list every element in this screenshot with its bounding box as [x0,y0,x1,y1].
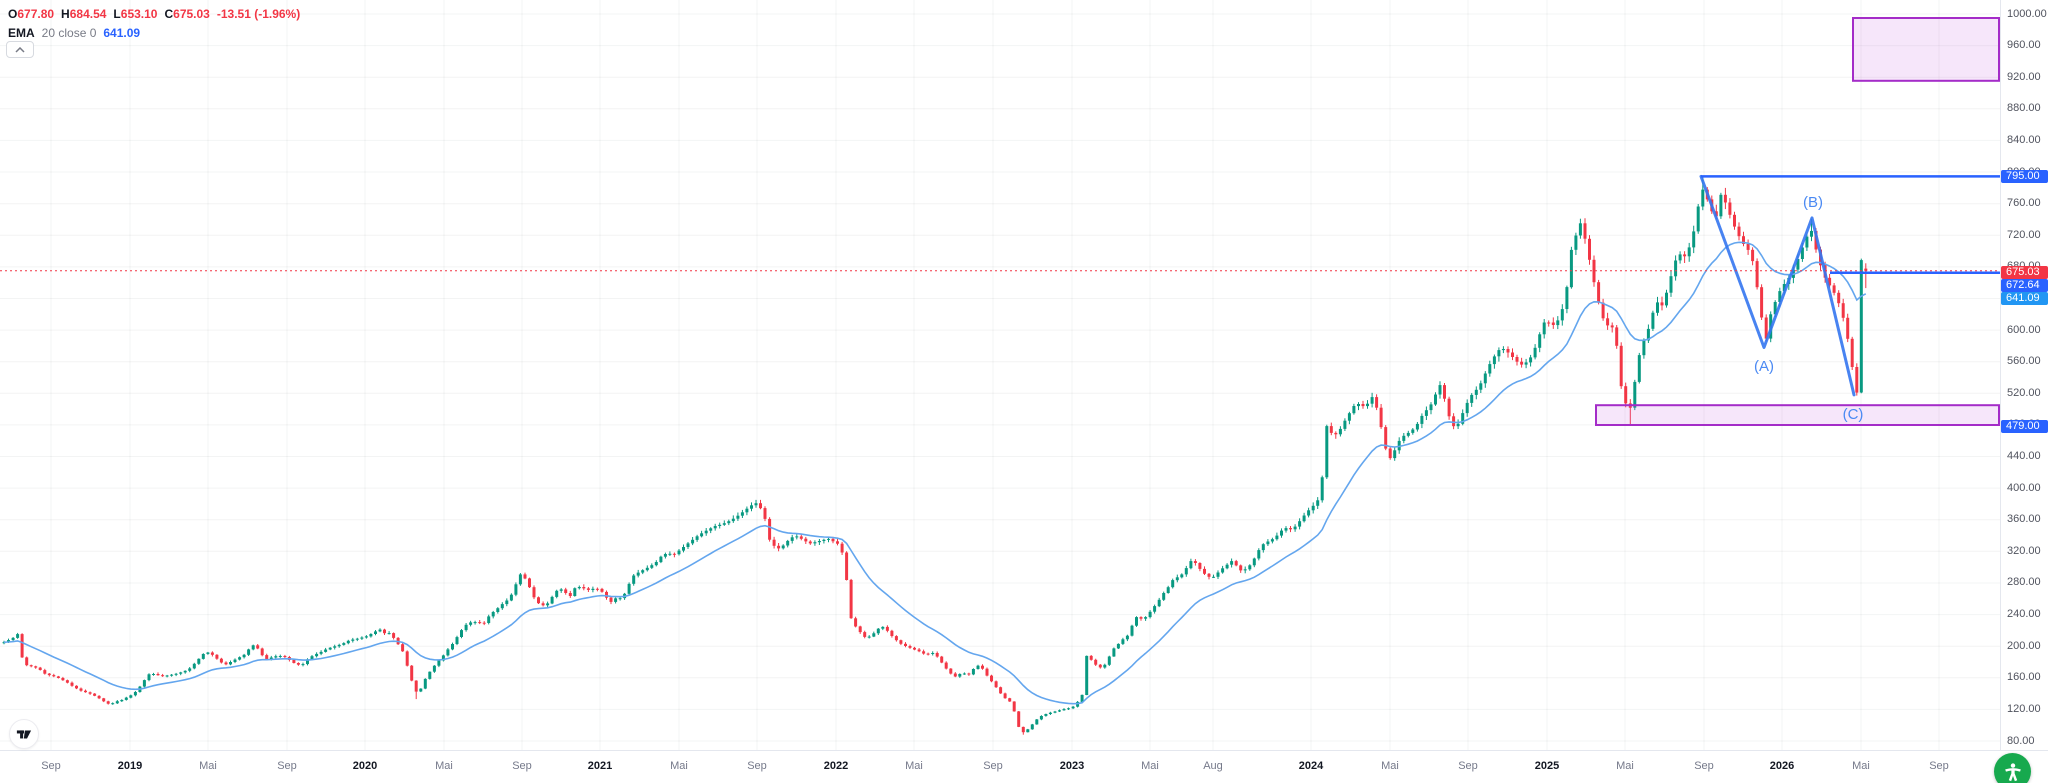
ema-row[interactable]: EMA 20 close 0 641.09 [8,24,300,41]
grid [0,0,2000,750]
legend-collapse-button[interactable] [6,41,34,58]
ema-value: 641.09 [103,25,141,40]
close-value: 675.03 [173,6,210,21]
price-tick-label: 440.00 [2007,450,2041,463]
price-tick-label: 80.00 [2007,734,2035,747]
time-tick-month: Mai [1616,760,1634,772]
rectangle-zone-0[interactable] [1852,17,2000,82]
time-tick-month: Mai [1381,760,1399,772]
price-tick-label: 120.00 [2007,702,2041,715]
price-tick-label: 1000.00 [2007,7,2047,20]
price-tick-label: 560.00 [2007,355,2041,368]
legend: O677.80 H684.54 L653.10 C675.03 -13.51 (… [8,5,300,41]
low-value: 653.10 [120,6,158,21]
tradingview-logo-icon [16,730,32,739]
time-tick-year: 2019 [117,760,143,772]
time-tick-year: 2021 [587,760,613,772]
ema-label: EMA [8,25,35,40]
elliott-wave-zigzag[interactable] [1699,174,1856,397]
price-badge-795.00: 795.00 [2001,170,2048,183]
price-badge-675.03: 675.03 [2001,266,2048,279]
ohlc-row: O677.80 H684.54 L653.10 C675.03 -13.51 (… [8,5,300,22]
time-tick-month: Sep [1929,760,1949,772]
price-tick-label: 960.00 [2007,39,2041,52]
time-tick-month: Sep [512,760,532,772]
time-tick-year: 2024 [1298,760,1324,772]
time-tick-month: Mai [905,760,923,772]
wave-label-C: (C) [1843,406,1864,423]
high-label: H [61,6,70,21]
time-tick-month: Sep [1458,760,1478,772]
open-value: 677.80 [17,6,55,21]
change-value: -13.51 (-1.96%) [216,6,301,21]
price-tick-label: 400.00 [2007,481,2041,494]
price-tick-label: 200.00 [2007,639,2041,652]
wave-label-A: (A) [1754,358,1774,375]
accessibility-button[interactable] [1994,753,2031,783]
ema-line[interactable] [3,241,1867,705]
time-tick-month: Sep [277,760,297,772]
price-tick-label: 760.00 [2007,197,2041,210]
time-tick-month: Mai [435,760,453,772]
time-tick-month: Sep [41,760,61,772]
rectangle-zone-1[interactable] [1595,404,2000,427]
time-tick-month: Mai [199,760,217,772]
time-tick-year: 2025 [1534,760,1560,772]
time-tick-year: 2022 [823,760,849,772]
candles [2,176,1868,735]
price-tick-label: 240.00 [2007,608,2041,621]
price-axis[interactable]: 1000.00960.00920.00880.00840.00800.00760… [2000,0,2048,750]
tradingview-logo[interactable] [9,719,39,749]
price-tick-label: 280.00 [2007,576,2041,589]
price-tick-label: 880.00 [2007,102,2041,115]
time-tick-month: Sep [747,760,767,772]
price-badge-479.00: 479.00 [2001,420,2048,433]
price-tick-label: 720.00 [2007,228,2041,241]
time-tick-year: 2020 [352,760,378,772]
price-tick-label: 160.00 [2007,671,2041,684]
low-label: L [113,6,121,21]
price-tick-label: 320.00 [2007,544,2041,557]
wave-label-B: (B) [1803,194,1823,211]
close-label: C [164,6,174,21]
price-badge-641.09: 641.09 [2001,292,2048,305]
open-label: O [8,6,18,21]
time-tick-month: Aug [1203,760,1223,772]
high-value: 684.54 [69,6,107,21]
price-badge-672.64: 672.64 [2001,279,2048,292]
price-tick-label: 520.00 [2007,386,2041,399]
candlestick-chart[interactable]: (A) (B) (C) [0,0,2000,750]
ema-params: 20 close 0 [41,25,97,40]
price-tick-label: 920.00 [2007,70,2041,83]
price-tick-label: 360.00 [2007,513,2041,526]
time-tick-year: 2026 [1769,760,1795,772]
accessibility-person-icon [2004,762,2021,781]
time-axis[interactable]: Sep 2019 Mai Sep 2020 Mai Sep 2021 Mai Sep 2022 Mai… [0,750,2048,783]
time-tick-month: Sep [983,760,1003,772]
time-tick-month: Sep [1694,760,1714,772]
price-tick-label: 840.00 [2007,133,2041,146]
chevron-up-icon [15,46,25,53]
time-tick-year: 2023 [1059,760,1085,772]
time-tick-month: Mai [1852,760,1870,772]
time-tick-month: Mai [1141,760,1159,772]
time-tick-month: Mai [670,760,688,772]
price-tick-label: 600.00 [2007,323,2041,336]
